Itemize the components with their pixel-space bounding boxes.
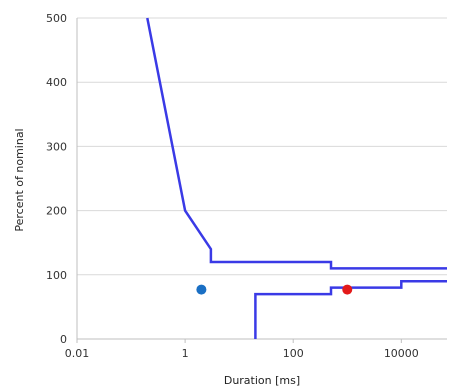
data-point-marker-2: [342, 284, 353, 295]
x-tick-label: 10000: [384, 347, 419, 360]
series-line-1: [146, 17, 447, 270]
axis-layer: [76, 18, 447, 343]
label-layer: 0 100 200 300 400 500 0.01 1 100 10000: [46, 12, 419, 360]
marker-layer: [196, 284, 353, 295]
data-point-marker-1: [196, 284, 207, 295]
series-line-2: [254, 279, 447, 339]
y-tick-label: 500: [46, 12, 67, 25]
y-tick-label: 400: [46, 76, 67, 89]
y-tick-label: 100: [46, 269, 67, 282]
x-tick-label: 100: [283, 347, 304, 360]
x-tick-label: 1: [182, 347, 189, 360]
y-tick-label: 0: [60, 333, 67, 346]
y-axis-title: Percent of nominal: [13, 128, 26, 231]
series-layer: [146, 17, 447, 339]
x-tick-label: 0.01: [65, 347, 90, 360]
y-tick-label: 300: [46, 140, 67, 153]
x-axis-title: Duration [ms]: [224, 374, 300, 387]
grid-layer: [77, 17, 447, 340]
y-tick-label: 200: [46, 205, 67, 218]
